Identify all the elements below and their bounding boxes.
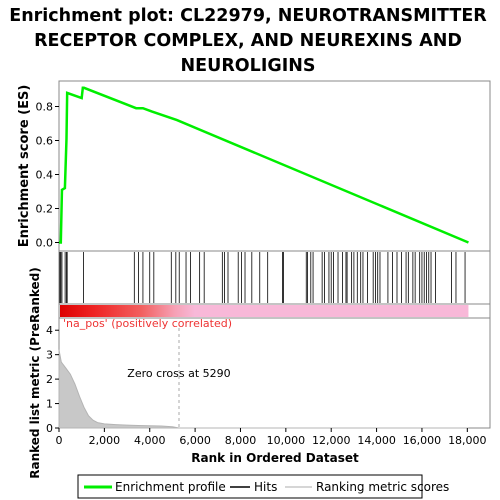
es-y-axis: 0.0 0.2 0.4 0.6 0.8 [36,101,59,250]
metric-y-tick-label: 1 [46,398,53,411]
x-axis-label: Rank in Ordered Dataset [191,451,359,465]
metric-y-tick-label: 4 [46,324,53,337]
metric-y-tick-label: 3 [46,349,53,362]
chart-title-line-2: RECEPTOR COMPLEX, AND NEUREXINS AND [34,31,462,51]
legend-label-hits: Hits [254,480,277,494]
x-tick-label: 4,000 [134,434,166,447]
enrichment-profile-line [59,86,469,244]
es-y-tick-label: 0.8 [36,101,54,114]
es-y-axis-label: Enrichment score (ES) [17,85,32,248]
legend-label-metric: Ranking metric scores [316,480,449,494]
x-tick-label: 10,000 [267,434,306,447]
legend-label-enrichment: Enrichment profile [115,480,226,494]
x-tick-label: 6,000 [179,434,211,447]
ranking-colorbar-fill [60,305,469,317]
x-tick-label: 2,000 [89,434,121,447]
x-tick-label: 16,000 [403,434,442,447]
hits-panel [58,250,491,305]
chart-title-line-3: NEUROLIGINS [181,56,316,76]
es-y-tick-label: 0.0 [36,237,54,250]
chart-title-line-1: Enrichment plot: CL22979, NEUROTRANSMITT… [9,6,487,26]
x-tick-label: 8,000 [225,434,257,447]
colorbar-label: 'na_pos' (positively correlated) [63,317,232,330]
ranking-metric-area [58,349,469,429]
metric-y-tick-label: 2 [46,373,53,386]
x-tick-label: 18,000 [448,434,487,447]
metric-y-axis-label: Ranked list metric (PreRanked) [28,267,42,479]
es-y-tick-label: 0.6 [36,135,54,148]
x-tick-label: 14,000 [357,434,396,447]
x-axis: 0 2,000 4,000 6,000 8,000 10,000 12,000 14,000 1… [56,428,487,447]
metric-y-tick-label: 0 [46,422,53,435]
hits-marks [59,252,466,303]
x-tick-label: 12,000 [312,434,351,447]
metric-y-axis: 0 1 2 3 4 [46,324,59,435]
es-y-tick-label: 0.4 [36,169,54,182]
es-y-tick-label: 0.2 [36,203,54,216]
metric-panel [58,317,491,429]
zero-cross-label: Zero cross at 5290 [127,367,230,380]
x-tick-label: 0 [56,434,63,447]
